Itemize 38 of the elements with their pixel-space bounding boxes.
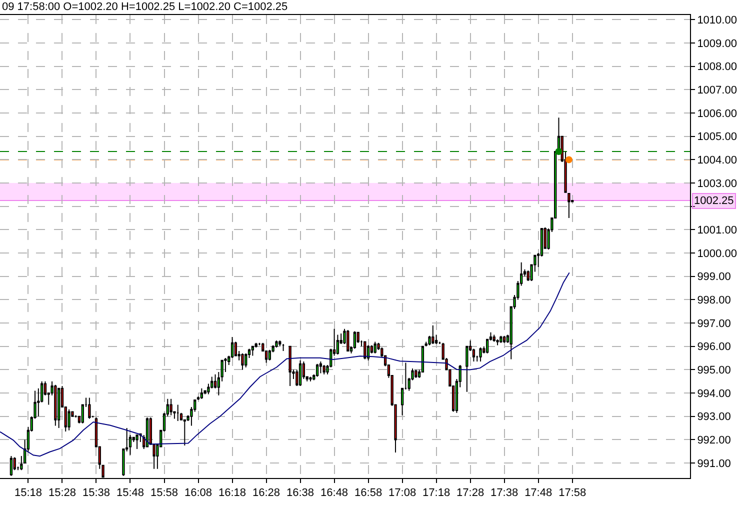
x-tick-label: 15:58 (150, 487, 178, 500)
x-tick-label: 15:18 (14, 487, 42, 500)
y-tick-label: 1008.00 (697, 61, 737, 74)
x-tick-label: 16:18 (218, 487, 246, 500)
x-tick-label: 16:38 (286, 487, 314, 500)
x-tick-label: 17:08 (388, 487, 416, 500)
x-tick-label: 16:08 (184, 487, 212, 500)
x-tick-label: 17:58 (558, 487, 586, 500)
text: 09 17:58:00 O=1002.20 H=1002.25 L=1002.20 C=1002.25 (2, 1, 288, 13)
y-tick-label: 995.00 (697, 364, 731, 377)
y-tick-label: 991.00 (697, 458, 731, 470)
x-tick-label: 15:38 (82, 487, 110, 500)
x-tick-label: 15:28 (48, 487, 76, 500)
y-tick-label: 1000.00 (697, 248, 737, 260)
y-tick-label: 1006.00 (697, 108, 737, 120)
y-tick-label: 999.00 (697, 271, 731, 284)
x-tick-label: 16:28 (252, 487, 280, 500)
ref-line-label: 1002.25 (694, 195, 734, 207)
x-tick-label: 17:28 (456, 487, 484, 500)
y-tick-label: 994.00 (697, 388, 731, 400)
y-tick-label: 1007.00 (697, 84, 737, 97)
y-tick-label: 1003.00 (697, 178, 737, 190)
y-tick-label: 997.00 (697, 318, 731, 330)
y-tick-label: 1010.00 (697, 14, 737, 27)
x-tick-label: 15:48 (116, 487, 144, 500)
y-tick-label: 1004.00 (697, 154, 737, 167)
x-tick-label: 17:38 (490, 487, 518, 500)
y-tick-label: 998.00 (697, 294, 731, 307)
y-tick-label: 1001.00 (697, 224, 737, 237)
x-tick-label: 16:48 (320, 487, 348, 500)
y-tick-label: 993.00 (697, 411, 731, 424)
y-tick-label: 1009.00 (697, 38, 737, 50)
x-tick-label: 17:48 (524, 487, 552, 500)
y-tick-label: 992.00 (697, 434, 731, 447)
y-tick-label: 1005.00 (697, 131, 737, 144)
y-tick-label: 996.00 (697, 341, 731, 354)
x-tick-label: 16:58 (354, 487, 382, 500)
x-tick-label: 17:18 (422, 487, 450, 500)
